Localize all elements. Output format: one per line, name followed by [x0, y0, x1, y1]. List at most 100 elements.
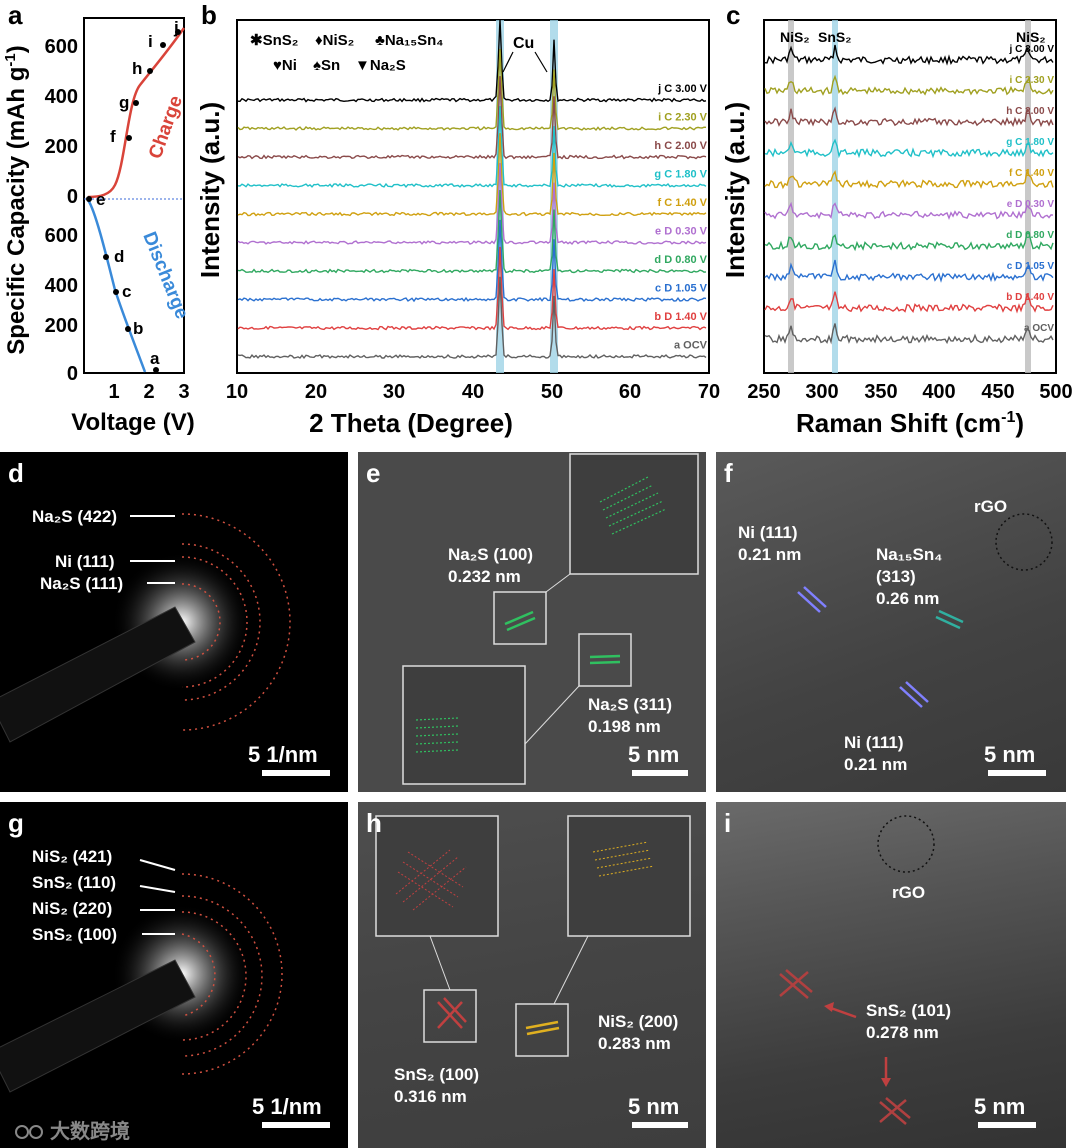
panel-e-image: Na₂S (100) 0.232 nm Na₂S (311) 0.198 nm …	[366, 453, 699, 785]
a-xtick: 2	[143, 381, 154, 403]
a-point-label: f	[110, 127, 116, 146]
panel-d-image: Na₂S (422) Ni (111) Na₂S (111) d 5 1/nm	[0, 458, 330, 776]
h-inset	[567, 815, 691, 937]
g-ring-label: SnS₂ (100)	[32, 925, 117, 944]
panel-b-label: b	[201, 0, 217, 30]
a-point	[133, 100, 139, 106]
f-rgo-label: rGO	[974, 497, 1007, 516]
f-rgo-circle	[995, 513, 1053, 571]
i-arrowhead	[881, 1078, 891, 1087]
a-ytick: 600	[45, 225, 78, 247]
panel-g: NiS₂ (421) SnS₂ (110) NiS₂ (220) SnS₂ (1…	[0, 802, 348, 1148]
c-traces-trace	[764, 232, 1054, 252]
b-xtick: 40	[462, 381, 484, 403]
d-scale-label: 5 1/nm	[248, 742, 318, 767]
h-roi	[515, 1003, 569, 1057]
h-scale-label: 5 nm	[628, 1094, 679, 1119]
a-point	[160, 42, 166, 48]
panel-i-label: i	[724, 808, 731, 838]
a-point-label: e	[96, 190, 105, 209]
b-traces-trace	[237, 246, 707, 331]
b-xtick: 20	[305, 381, 327, 403]
c-traces-trace	[764, 106, 1054, 128]
b-cu-label: Cu	[513, 35, 534, 52]
a-point-label: b	[133, 319, 143, 338]
panel-a-chart: a 600 400 200 0 600 400 200 0 1 2 3 Volt…	[2, 0, 195, 436]
c-xtick: 400	[922, 381, 955, 403]
a-ytick: 200	[45, 315, 78, 337]
h-callout-line	[429, 935, 451, 991]
b-legend-na2s: ▼Na₂S	[355, 57, 406, 74]
panel-e: Na₂S (100) 0.232 nm Na₂S (311) 0.198 nm …	[358, 452, 706, 792]
a-point	[86, 196, 92, 202]
e-scale-bar	[632, 770, 688, 776]
b-traces-trace-label: h C 2.00 V	[654, 140, 707, 152]
c-peak-label: NiS₂	[1016, 29, 1046, 45]
panel-h: NiS₂ (200) 0.283 nm SnS₂ (100) 0.316 nm …	[358, 802, 706, 1148]
panel-c-label: c	[726, 0, 740, 30]
b-traces-trace	[237, 49, 707, 132]
panel-d-label: d	[8, 458, 24, 488]
b-traces-trace-label: d D 0.80 V	[654, 254, 707, 266]
c-traces-trace	[764, 169, 1054, 190]
h-ann: 0.316 nm	[394, 1087, 467, 1106]
d-ring-label: Na₂S (422)	[32, 507, 117, 526]
c-traces-trace-label: i C 2.30 V	[1010, 75, 1055, 86]
b-legend-sns2: ✱SnS₂	[250, 32, 298, 49]
c-xtick: 500	[1039, 381, 1072, 403]
panel-h-image: NiS₂ (200) 0.283 nm SnS₂ (100) 0.316 nm …	[366, 808, 691, 1128]
c-traces-trace-label: j C 3.00 V	[1009, 44, 1055, 55]
panel-a: a 600 400 200 0 600 400 200 0 1 2 3 Volt…	[0, 0, 195, 440]
h-ann: 0.283 nm	[598, 1034, 671, 1053]
c-ylabel: Intensity (a.u.)	[720, 102, 750, 278]
i-rgo-circle	[877, 815, 935, 873]
d-scale-bar	[262, 770, 330, 776]
a-xlabel: Voltage (V)	[71, 409, 195, 436]
panel-b-chart: b Intensity (a.u.) j C 3.00 V i C 2.30 V h…	[195, 0, 720, 438]
e-ann: Na₂S (100)	[448, 545, 533, 564]
i-arrow	[827, 1005, 857, 1019]
c-traces-trace	[764, 44, 1054, 66]
c-traces-trace	[764, 138, 1054, 159]
e-callout-line	[524, 685, 580, 745]
a-charge-label: Charge	[145, 93, 187, 162]
i-ann: SnS₂ (101)	[866, 1001, 951, 1020]
g-ring	[181, 895, 263, 1057]
a-point-label: d	[114, 247, 124, 266]
b-legend-na15sn4: ♣Na₁₅Sn₄	[375, 32, 443, 49]
c-traces-trace	[764, 291, 1054, 314]
g-scale-label: 5 1/nm	[252, 1094, 322, 1119]
panel-i-image: rGO SnS₂ (101) 0.278 nm i 5 nm	[724, 808, 1036, 1128]
b-ylabel: Intensity (a.u.)	[195, 102, 225, 278]
c-peak-label: NiS₂	[780, 29, 810, 45]
g-leader	[139, 859, 176, 871]
e-inset	[402, 665, 526, 785]
b-traces-trace-label: a OCV	[674, 340, 708, 352]
a-point	[147, 68, 153, 74]
a-charge-curve	[87, 27, 186, 199]
b-traces-trace	[237, 189, 707, 274]
b-xtick: 70	[698, 381, 720, 403]
d-ring	[181, 583, 221, 661]
b-traces-trace-label: c D 1.05 V	[655, 283, 708, 295]
g-ring-label: NiS₂ (220)	[32, 899, 112, 918]
a-ytick: 200	[45, 136, 78, 158]
watermark-icon	[15, 1125, 29, 1139]
a-point-label: i	[148, 32, 153, 51]
b-traces-trace	[237, 76, 707, 160]
c-traces-trace-label: f C 1.40 V	[1009, 168, 1054, 179]
b-traces-trace-label: f C 1.40 V	[657, 197, 707, 209]
c-traces-trace	[764, 323, 1054, 345]
panel-c-chart: c Intensity (a.u.) j C 3.00 V i C 2.30 V h…	[720, 0, 1073, 438]
g-beam-stopper	[0, 959, 196, 1093]
b-traces-trace	[237, 19, 707, 103]
b-traces-trace	[237, 162, 707, 246]
b-xtick: 60	[619, 381, 641, 403]
e-ann: 0.198 nm	[588, 717, 661, 736]
f-ann: 0.21 nm	[844, 755, 907, 774]
c-xtick: 300	[805, 381, 838, 403]
h-scale-bar	[632, 1122, 688, 1128]
a-point	[113, 289, 119, 295]
i-rgo-label: rGO	[892, 883, 925, 902]
d-ring	[181, 543, 261, 701]
